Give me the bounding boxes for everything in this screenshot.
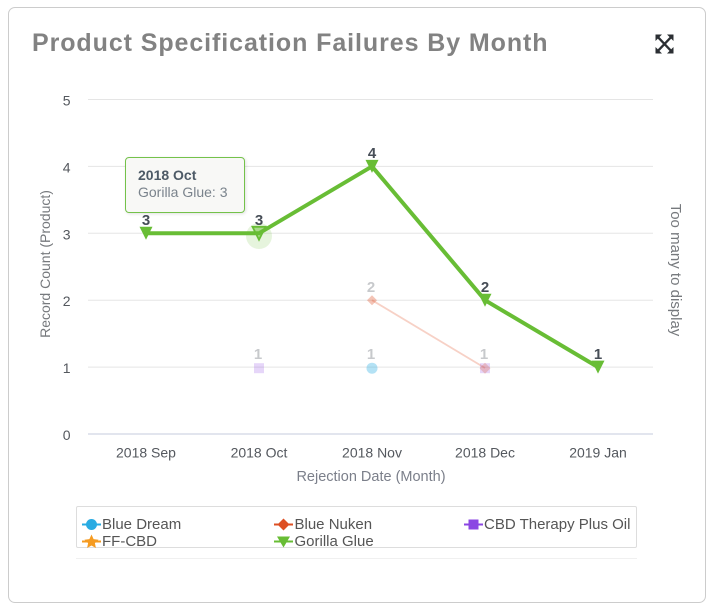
svg-text:Too many to display: Too many to display <box>667 204 684 337</box>
svg-text:1: 1 <box>594 346 602 363</box>
svg-text:2018 Dec: 2018 Dec <box>455 445 515 461</box>
svg-text:2: 2 <box>367 279 375 296</box>
svg-text:3: 3 <box>63 226 71 242</box>
svg-text:Rejection Date (Month): Rejection Date (Month) <box>296 469 445 485</box>
svg-text:1: 1 <box>63 360 71 376</box>
svg-text:1: 1 <box>254 346 262 363</box>
svg-text:Record Count (Product): Record Count (Product) <box>37 190 53 338</box>
svg-text:1: 1 <box>480 346 488 363</box>
svg-text:2018 Sep: 2018 Sep <box>116 445 176 461</box>
svg-text:1: 1 <box>367 346 375 363</box>
svg-text:2019 Jan: 2019 Jan <box>569 445 627 461</box>
svg-text:2: 2 <box>63 293 71 309</box>
svg-text:0: 0 <box>63 427 71 443</box>
svg-text:4: 4 <box>63 159 71 175</box>
svg-text:2018 Oct: 2018 Oct <box>231 445 288 461</box>
svg-text:3: 3 <box>255 212 263 229</box>
svg-text:4: 4 <box>368 145 377 162</box>
svg-text:5: 5 <box>63 93 71 109</box>
svg-text:2: 2 <box>481 279 489 296</box>
svg-text:2018 Nov: 2018 Nov <box>342 445 402 461</box>
svg-text:3: 3 <box>142 212 150 229</box>
